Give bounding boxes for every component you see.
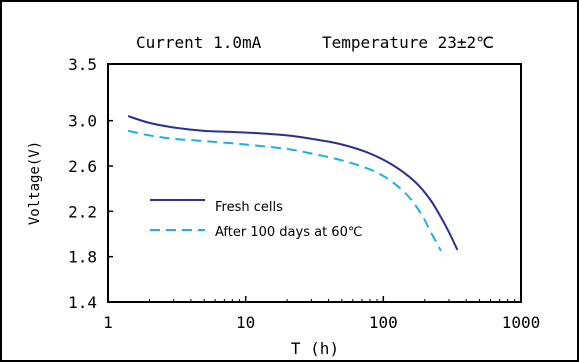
legend-label-after-100-days: After 100 days at 60℃ (215, 225, 362, 240)
x-tick-label: 1000 (502, 313, 541, 332)
y-tick-label: 1.8 (68, 248, 97, 267)
y-tick-label: 3.5 (68, 55, 97, 74)
series-line-after-100-days (127, 129, 442, 252)
y-axis-label: Voltage(V) (27, 141, 43, 225)
y-tick-label: 2.6 (68, 157, 97, 176)
x-axis-label: T (h) (291, 339, 339, 358)
x-tick-label: 10 (236, 313, 255, 332)
header-temperature: Temperature 23±2℃ (322, 33, 494, 52)
x-tick-label: 100 (369, 313, 398, 332)
series-layer (127, 115, 459, 252)
y-tick-label: 2.2 (68, 202, 97, 221)
y-tick-label: 3.0 (68, 112, 97, 131)
series-line-fresh-cells (127, 115, 459, 251)
y-tick-label: 1.4 (68, 293, 97, 312)
plot-area-frame (107, 63, 522, 303)
x-axis: 1 10 100 1000 (103, 296, 540, 332)
header-current: Current 1.0mA (136, 33, 262, 52)
legend: Fresh cells After 100 days at 60℃ (150, 199, 362, 240)
legend-label-fresh-cells: Fresh cells (215, 200, 283, 215)
y-axis: 3.5 3.0 2.6 2.2 1.8 1.4 (68, 55, 113, 312)
x-tick-label: 1 (103, 313, 113, 332)
